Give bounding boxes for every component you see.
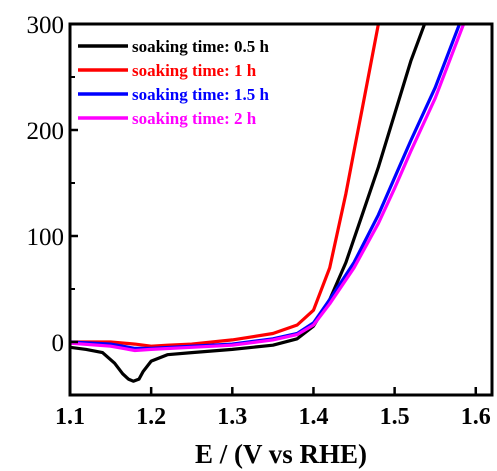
legend-label: soaking time: 2 h xyxy=(132,109,257,128)
x-axis-label: E / (V vs RHE) xyxy=(195,439,367,469)
y-tick-label: 0 xyxy=(52,330,65,357)
plot-frame xyxy=(68,22,494,397)
series-line-3 xyxy=(70,24,462,350)
legend: soaking time: 0.5 h soaking time: 1 h soak… xyxy=(78,37,270,128)
series-line-1 xyxy=(70,24,427,383)
x-tick-label: 1.1 xyxy=(55,404,85,430)
ticks-layer: 1.1 1.2 1.3 1.4 1.5 1.6 0 100 200 300 xyxy=(27,12,491,430)
y-tick-label: 100 xyxy=(27,224,65,251)
y-tick-label: 300 xyxy=(27,12,65,39)
series-line-2 xyxy=(70,24,380,348)
x-tick-label: 1.4 xyxy=(298,404,328,430)
x-tick-label: 1.6 xyxy=(461,404,491,430)
series-line-4 xyxy=(70,24,466,353)
legend-label: soaking time: 0.5 h xyxy=(132,37,270,56)
x-tick-label: 1.2 xyxy=(136,404,166,430)
x-tick-label: 1.5 xyxy=(380,404,410,430)
series-layer xyxy=(70,24,466,383)
y-tick-label: 200 xyxy=(27,118,65,145)
legend-label: soaking time: 1.5 h xyxy=(132,85,270,104)
legend-label: soaking time: 1 h xyxy=(132,61,257,80)
x-tick-label: 1.3 xyxy=(217,404,247,430)
